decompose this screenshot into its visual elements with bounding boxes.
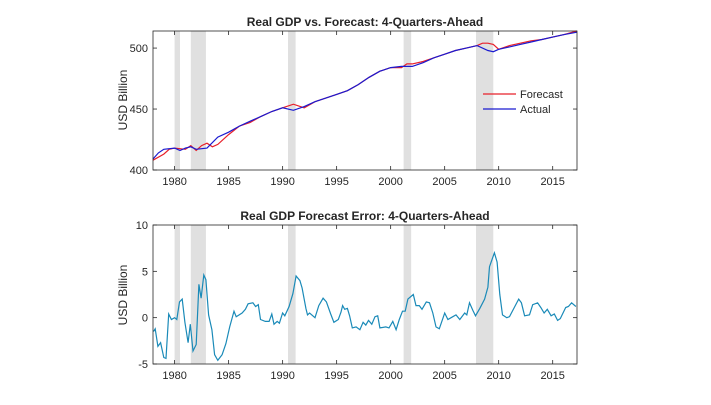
recession-band xyxy=(174,225,181,364)
series-line-actual xyxy=(152,31,578,160)
y-tick-label: -5 xyxy=(138,359,148,371)
legend-label: Forecast xyxy=(520,89,563,101)
x-tick-label: 2015 xyxy=(540,176,564,188)
recession-band xyxy=(288,225,296,364)
x-tick-label: 1985 xyxy=(216,370,240,382)
x-tick-label: 1995 xyxy=(324,370,348,382)
x-tick-label: 1995 xyxy=(324,176,348,188)
y-tick-label: 5 xyxy=(142,266,148,278)
x-tick-label: 1985 xyxy=(216,176,240,188)
x-tick-label: 2000 xyxy=(378,370,402,382)
y-tick-label: 0 xyxy=(142,313,148,325)
recession-band xyxy=(475,31,494,170)
axes-box xyxy=(152,224,578,365)
x-tick-label: 1990 xyxy=(270,370,294,382)
recession-band xyxy=(174,31,181,170)
recession-band xyxy=(475,225,494,364)
y-tick-label: 450 xyxy=(130,104,148,116)
top-chart-ylabel: USD Billion xyxy=(116,70,130,131)
x-tick-label: 2000 xyxy=(378,176,402,188)
y-tick-label: 400 xyxy=(130,165,148,177)
x-tick-label: 2010 xyxy=(486,176,510,188)
x-tick-label: 1980 xyxy=(162,176,186,188)
axes-box xyxy=(152,30,578,171)
y-tick-label: 500 xyxy=(130,43,148,55)
plot-area xyxy=(153,225,577,364)
bottom-chart-forecast-error: Real GDP Forecast Error: 4-Quarters-Ahea… xyxy=(116,209,578,382)
legend-label: Actual xyxy=(520,104,551,116)
bottom-chart-title: Real GDP Forecast Error: 4-Quarters-Ahea… xyxy=(240,209,489,223)
plot-area xyxy=(153,31,577,170)
y-tick-label: 10 xyxy=(136,220,148,232)
top-chart-gdp-vs-forecast: Real GDP vs. Forecast: 4-Quarters-Ahead … xyxy=(116,15,578,188)
x-tick-label: 1980 xyxy=(162,370,186,382)
x-tick-label: 1990 xyxy=(270,176,294,188)
x-tick-label: 2010 xyxy=(486,370,510,382)
recession-band xyxy=(403,225,412,364)
x-tick-label: 2015 xyxy=(540,370,564,382)
x-tick-label: 2005 xyxy=(432,176,456,188)
x-tick-label: 2005 xyxy=(432,370,456,382)
recession-band xyxy=(288,31,296,170)
recession-band xyxy=(190,31,206,170)
series-line-error xyxy=(152,250,577,362)
bottom-chart-ylabel: USD Billion xyxy=(116,265,130,326)
recession-band xyxy=(403,31,412,170)
top-chart-title: Real GDP vs. Forecast: 4-Quarters-Ahead xyxy=(247,15,484,29)
